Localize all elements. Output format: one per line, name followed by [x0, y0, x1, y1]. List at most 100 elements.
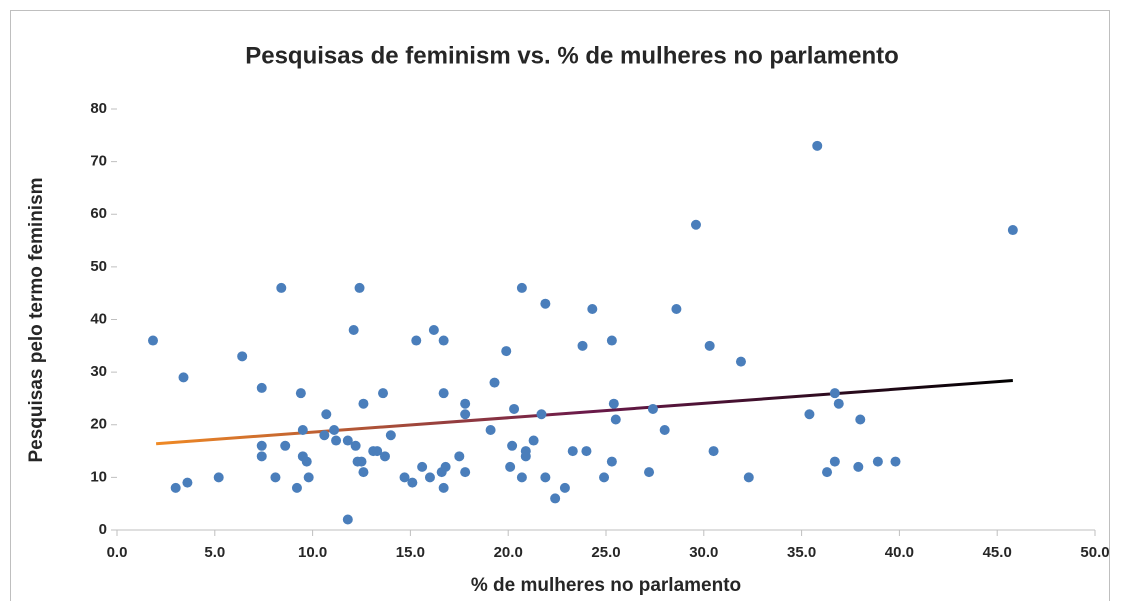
point — [690, 219, 701, 230]
point — [853, 461, 864, 472]
point — [485, 425, 496, 436]
point — [303, 472, 314, 483]
point — [354, 282, 365, 293]
point — [256, 382, 267, 393]
point — [297, 425, 308, 436]
point — [276, 282, 287, 293]
point — [489, 377, 500, 388]
point — [606, 335, 617, 346]
point — [1007, 225, 1018, 236]
point — [812, 140, 823, 151]
point — [321, 409, 332, 420]
point — [342, 514, 353, 525]
point — [348, 325, 359, 336]
y-axis-label: Pesquisas pelo termo feminism — [26, 177, 47, 462]
point — [708, 446, 719, 457]
point — [804, 409, 815, 420]
point — [581, 446, 592, 457]
point — [424, 472, 435, 483]
x-axis-label: % de mulheres no parlamento — [471, 575, 741, 596]
point — [735, 356, 746, 367]
point — [822, 467, 833, 478]
point — [342, 435, 353, 446]
point — [454, 451, 465, 462]
point — [516, 282, 527, 293]
point — [501, 346, 512, 357]
point — [350, 440, 361, 451]
point — [644, 467, 655, 478]
chart-title: Pesquisas de feminism vs. % de mulheres … — [245, 42, 899, 69]
point — [507, 440, 518, 451]
y-tick-label: 40 — [90, 310, 107, 327]
point — [890, 456, 901, 467]
point — [460, 398, 471, 409]
point — [237, 351, 248, 362]
point — [385, 430, 396, 441]
point — [372, 446, 383, 457]
y-tick-label: 0 — [99, 521, 107, 538]
point — [438, 335, 449, 346]
point — [528, 435, 539, 446]
point — [872, 456, 883, 467]
point — [182, 477, 193, 488]
point — [550, 493, 561, 504]
point — [829, 456, 840, 467]
point — [170, 482, 181, 493]
point — [358, 398, 369, 409]
point — [356, 456, 367, 467]
point — [319, 430, 330, 441]
y-tick-label: 80 — [90, 100, 107, 117]
point — [505, 461, 516, 472]
x-tick-label: 0.0 — [107, 544, 128, 561]
x-tick-label: 40.0 — [885, 544, 914, 561]
point — [379, 451, 390, 462]
point — [213, 472, 224, 483]
point — [567, 446, 578, 457]
point — [540, 298, 551, 309]
x-tick-label: 5.0 — [204, 544, 225, 561]
point — [833, 398, 844, 409]
point — [411, 335, 422, 346]
point — [280, 440, 291, 451]
point — [428, 325, 439, 336]
point — [509, 403, 520, 414]
point — [460, 409, 471, 420]
point — [256, 440, 267, 451]
point — [460, 467, 471, 478]
x-tick-label: 10.0 — [298, 544, 327, 561]
point — [516, 472, 527, 483]
point — [438, 482, 449, 493]
y-tick-label: 70 — [90, 153, 107, 170]
x-tick-label: 20.0 — [494, 544, 523, 561]
point — [256, 451, 267, 462]
point — [270, 472, 281, 483]
point — [536, 409, 547, 420]
point — [599, 472, 610, 483]
point — [178, 372, 189, 383]
point — [147, 335, 158, 346]
point — [417, 461, 428, 472]
y-tick-label: 30 — [90, 363, 107, 380]
point — [520, 446, 531, 457]
x-tick-label: 30.0 — [689, 544, 718, 561]
point — [540, 472, 551, 483]
point — [855, 414, 866, 425]
x-tick-label: 35.0 — [787, 544, 816, 561]
trendline — [156, 379, 1013, 446]
point — [671, 303, 682, 314]
point — [399, 472, 410, 483]
y-tick-label: 60 — [90, 205, 107, 222]
x-tick-label: 45.0 — [983, 544, 1012, 561]
point — [559, 482, 570, 493]
point — [829, 388, 840, 399]
point — [438, 388, 449, 399]
chart-border — [10, 10, 1110, 601]
point — [659, 425, 670, 436]
y-tick-label: 50 — [90, 258, 107, 275]
point — [331, 435, 342, 446]
point — [743, 472, 754, 483]
y-tick-label: 10 — [90, 468, 107, 485]
point — [704, 340, 715, 351]
point — [647, 403, 658, 414]
